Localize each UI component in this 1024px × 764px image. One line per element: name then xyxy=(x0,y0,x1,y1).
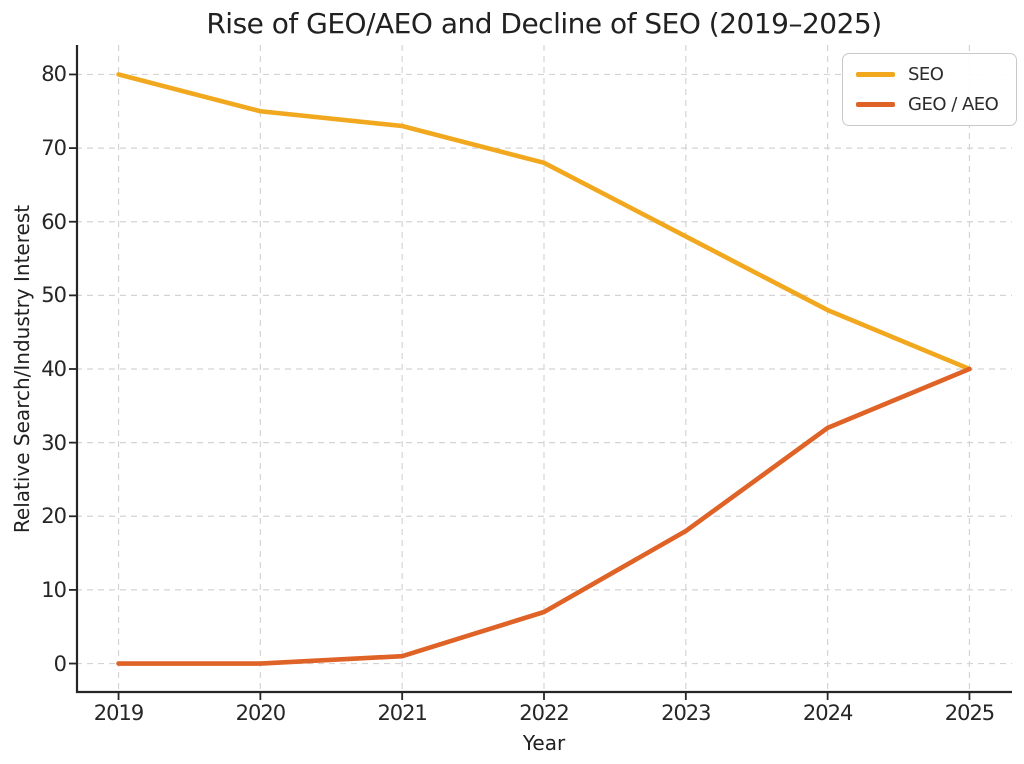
x-tick-label: 2022 xyxy=(519,701,569,725)
legend: SEO GEO / AEO xyxy=(842,53,1018,126)
geo-aeo-line-swatch xyxy=(856,102,895,107)
legend-label-seo: SEO xyxy=(908,64,944,85)
seo-line-swatch xyxy=(856,72,895,77)
x-tick-label: 2024 xyxy=(802,701,853,725)
plot-canvas xyxy=(69,45,1012,700)
legend-item-seo: SEO xyxy=(856,64,998,85)
chart-title: Rise of GEO/AEO and Decline of SEO (2019… xyxy=(206,7,882,40)
y-axis-label: Relative Search/Industry Interest xyxy=(10,204,34,534)
y-tick-label: 70 xyxy=(41,136,67,161)
y-tick-label: 10 xyxy=(41,577,67,602)
x-tick-label: 2019 xyxy=(93,701,144,725)
x-tick-label: 2023 xyxy=(661,701,711,725)
legend-item-geo-aeo: GEO / AEO xyxy=(856,94,999,115)
x-tick-label: 2025 xyxy=(944,701,995,725)
legend-label-geo-aeo: GEO / AEO xyxy=(908,94,999,115)
series-line-seo xyxy=(116,72,972,372)
x-tick-label: 2020 xyxy=(235,701,286,725)
x-axis-label: Year xyxy=(522,731,566,755)
series-line-geo-aeo xyxy=(116,366,972,666)
x-tick-label: 2021 xyxy=(377,701,427,725)
plot-area xyxy=(69,45,1012,700)
y-tick-label: 80 xyxy=(41,62,67,87)
y-tick-label: 0 xyxy=(53,651,67,676)
